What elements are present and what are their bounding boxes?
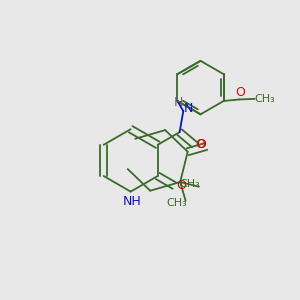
- Text: O: O: [195, 138, 205, 152]
- Text: CH₃: CH₃: [166, 198, 187, 208]
- Text: H: H: [173, 96, 183, 109]
- Text: O: O: [176, 179, 186, 192]
- Text: O: O: [235, 85, 245, 98]
- Text: N: N: [184, 102, 193, 115]
- Text: CH₃: CH₃: [255, 94, 275, 104]
- Text: O: O: [196, 138, 206, 151]
- Text: NH: NH: [122, 195, 141, 208]
- Text: CH₃: CH₃: [180, 179, 200, 189]
